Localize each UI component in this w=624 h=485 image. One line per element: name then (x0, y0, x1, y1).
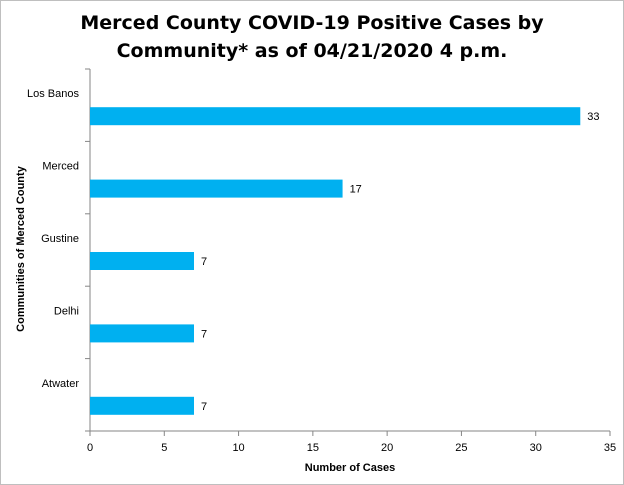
bars (90, 107, 581, 415)
data-labels: 33 17 7 7 7 (201, 111, 600, 413)
category-label: Delhi (54, 305, 79, 317)
x-tick-label: 10 (232, 442, 244, 454)
data-label: 7 (201, 401, 207, 413)
x-tick-label: 20 (381, 442, 393, 454)
x-tick-labels: 0 5 10 15 20 25 30 35 (87, 442, 616, 454)
bar-los-banos (90, 107, 581, 126)
y-axis-title: Communities of Merced County (15, 165, 27, 332)
bar-delhi (90, 324, 194, 343)
chart-title: Merced County COVID-19 Positive Cases by… (1, 9, 623, 65)
chart-title-line-1: Merced County COVID-19 Positive Cases by (80, 12, 544, 34)
data-label: 33 (587, 111, 599, 123)
x-tick-label: 35 (604, 442, 616, 454)
x-tick-label: 15 (307, 442, 319, 454)
x-tick-label: 25 (455, 442, 467, 454)
category-label: Gustine (41, 233, 79, 245)
data-label: 7 (201, 328, 207, 340)
x-tick-label: 0 (87, 442, 93, 454)
y-axis-ticks (85, 68, 90, 432)
x-tick-label: 5 (161, 442, 167, 454)
bar-atwater (90, 396, 194, 415)
category-labels: Los Banos Merced Gustine Delhi Atwater (27, 88, 79, 390)
bar-gustine (90, 252, 194, 270)
category-label: Los Banos (27, 88, 79, 100)
data-label: 17 (350, 184, 362, 196)
x-tick-label: 30 (530, 442, 542, 454)
data-label: 7 (201, 256, 207, 268)
bar-merced (90, 179, 343, 198)
category-label: Atwater (42, 378, 80, 390)
category-label: Merced (42, 161, 79, 173)
chart-title-line-2: Community* as of 04/21/2020 4 p.m. (116, 40, 508, 62)
x-axis-ticks (89, 431, 611, 436)
x-axis-title: Number of Cases (305, 462, 395, 474)
